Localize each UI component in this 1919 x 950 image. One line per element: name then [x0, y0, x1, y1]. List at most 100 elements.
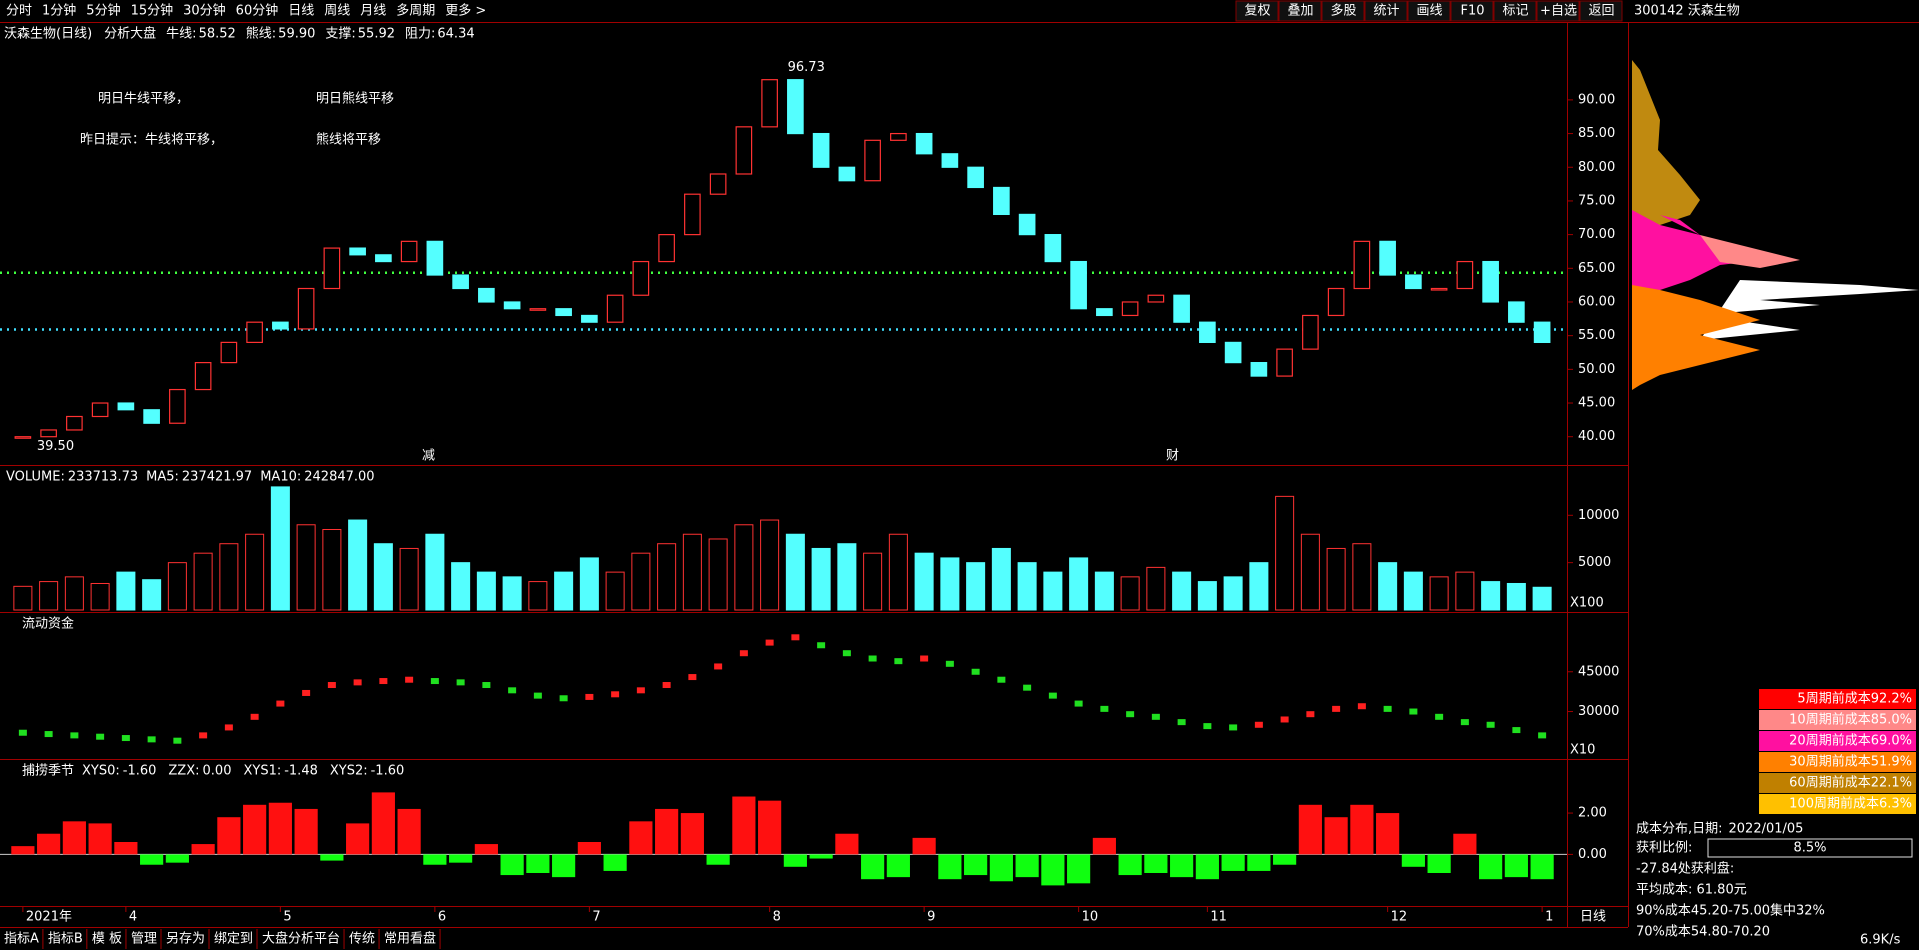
period-tab[interactable]: 60分钟: [236, 3, 279, 19]
bottom-tab[interactable]: 常用看盘: [384, 931, 436, 947]
volume-bar: [1481, 581, 1501, 611]
legend-swatch: [1759, 710, 1916, 730]
panel-title: 流动资金: [22, 616, 74, 632]
action-label[interactable]: 统计: [1373, 4, 1399, 19]
volume-bar: [1429, 576, 1449, 611]
volume-bar: [657, 543, 677, 611]
candle: [993, 186, 1010, 216]
candle: [1121, 301, 1139, 317]
label: 237421.97: [182, 470, 252, 485]
action-button[interactable]: [1364, 0, 1408, 22]
candle: [400, 240, 418, 263]
period-tab[interactable]: 多周期: [396, 3, 435, 19]
volume-bar: [451, 562, 471, 611]
label: 59.90: [278, 27, 315, 42]
candle: [478, 287, 495, 303]
flow-dot: [1383, 705, 1392, 712]
y-tick-label: 75.00: [1578, 193, 1615, 208]
info-line: 70%成本54.80-70.20: [1636, 925, 1770, 940]
period-tab[interactable]: 更多 >: [445, 3, 486, 19]
period-tab[interactable]: 日线: [288, 4, 314, 19]
info-line: -27.84处获利盘:: [1636, 861, 1734, 877]
bottom-tab[interactable]: 传统: [349, 932, 375, 947]
candle: [1456, 260, 1474, 290]
period-tab[interactable]: 分时: [6, 4, 32, 19]
candle: [1173, 294, 1190, 323]
label: MA5:: [146, 470, 179, 485]
flow-dot: [1203, 723, 1212, 730]
action-label[interactable]: 返回: [1588, 4, 1614, 19]
candle: [1070, 260, 1087, 310]
period-label: 日线: [1580, 910, 1606, 925]
flow-dot: [636, 687, 645, 694]
action-button[interactable]: [1407, 0, 1451, 22]
bottom-tab[interactable]: 另存为: [166, 932, 205, 947]
y-tick-label: 2.00: [1578, 806, 1607, 821]
candle: [864, 139, 881, 182]
x-tick-label: 8: [773, 910, 781, 925]
bottom-tab[interactable]: 大盘分析平台: [262, 931, 340, 947]
action-button[interactable]: [1321, 0, 1365, 22]
candle: [14, 436, 32, 439]
label: -1.48: [284, 764, 318, 779]
action-label[interactable]: 画线: [1416, 4, 1442, 19]
flow-dot: [1538, 732, 1547, 739]
candle: [1327, 287, 1345, 317]
action-button[interactable]: [1493, 0, 1537, 22]
flow-dot: [1280, 716, 1289, 723]
bottom-tab[interactable]: 指标A: [4, 932, 39, 947]
period-tab[interactable]: 30分钟: [183, 3, 226, 19]
volume-bar: [1223, 576, 1243, 611]
osc-bar: [655, 808, 679, 855]
period-tab[interactable]: 1分钟: [42, 3, 76, 19]
period-tab[interactable]: 15分钟: [131, 3, 174, 19]
action-button[interactable]: [1278, 0, 1322, 22]
period-tab[interactable]: 5分钟: [86, 3, 120, 19]
osc-bar: [346, 823, 370, 855]
candle: [1224, 341, 1242, 364]
osc-bar: [191, 844, 215, 855]
bottom-tab[interactable]: 管理: [131, 932, 157, 947]
candle: [194, 362, 212, 391]
label: XYS2:: [330, 764, 368, 779]
candle: [1533, 321, 1551, 343]
x-tick-label: 12: [1391, 910, 1408, 925]
period-tab[interactable]: 周线: [324, 4, 350, 19]
bottom-tab[interactable]: 绑定到: [214, 932, 253, 947]
action-label[interactable]: 复权: [1244, 3, 1270, 19]
candle: [632, 260, 650, 296]
osc-bar: [861, 854, 885, 880]
action-label[interactable]: 叠加: [1287, 4, 1313, 19]
action-label[interactable]: 标记: [1502, 4, 1528, 19]
volume-bar: [245, 533, 265, 611]
volume-bar: [219, 543, 239, 611]
y-tick-label: 40.00: [1578, 429, 1615, 444]
x-tick-label: 7: [592, 910, 600, 925]
volume-bar: [528, 581, 548, 611]
action-label[interactable]: +自选: [1540, 4, 1577, 19]
label: 2022/01/05: [1729, 822, 1804, 837]
action-label[interactable]: F10: [1460, 4, 1484, 19]
action-button[interactable]: [1579, 0, 1623, 22]
volume-bar: [1275, 495, 1295, 611]
flow-dot: [1126, 711, 1135, 718]
flow-dot: [482, 682, 491, 689]
volume-bar: [966, 562, 986, 611]
action-label[interactable]: 多股: [1330, 3, 1356, 19]
x-tick-label: 6: [438, 910, 446, 925]
period-tab[interactable]: 月线: [360, 4, 386, 19]
flow-dot: [405, 676, 414, 683]
osc-bar: [1427, 854, 1451, 873]
y-tick-label: 10000: [1578, 508, 1619, 523]
osc-bar: [140, 854, 164, 865]
action-button[interactable]: [1450, 0, 1494, 22]
volume-bar: [1146, 566, 1166, 611]
action-button[interactable]: [1536, 0, 1580, 22]
flow-dot: [276, 700, 285, 707]
bottom-tab[interactable]: 指标B: [48, 932, 83, 947]
candle: [1044, 234, 1062, 263]
x-tick-label: 9: [927, 910, 935, 925]
flow-dot: [1074, 700, 1083, 707]
bottom-tab[interactable]: 模 板: [92, 932, 122, 947]
action-button[interactable]: [1235, 0, 1279, 22]
